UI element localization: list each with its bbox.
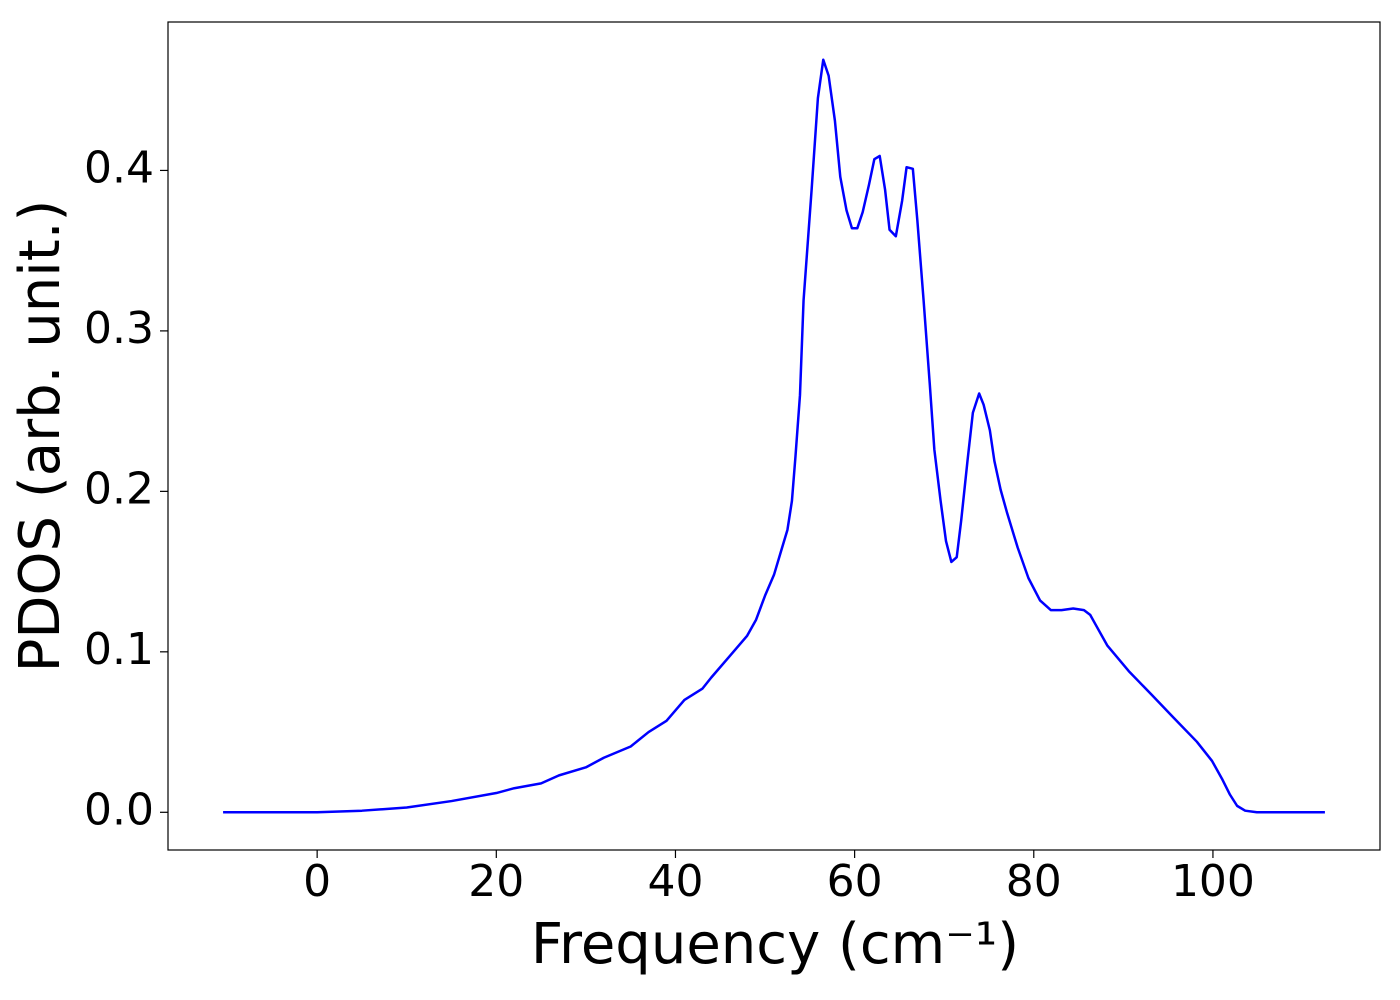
- x-tick-label: 40: [647, 856, 703, 907]
- y-tick-label: 0.1: [84, 624, 154, 675]
- x-tick-label: 100: [1171, 856, 1255, 907]
- data-line: [223, 58, 1325, 814]
- x-tick-label: 0: [303, 856, 331, 907]
- x-axis-label: Frequency (cm⁻¹): [531, 912, 1019, 977]
- y-axis-label: PDOS (arb. unit.): [8, 200, 73, 673]
- x-tick-label: 60: [827, 856, 883, 907]
- x-tick-label: 20: [468, 856, 524, 907]
- y-tick-label: 0.2: [84, 463, 154, 514]
- x-tick-label: 80: [1006, 856, 1062, 907]
- y-tick-label: 0.0: [84, 784, 154, 835]
- y-tick-label: 0.3: [84, 303, 154, 354]
- y-tick-label: 0.4: [84, 142, 154, 193]
- plot-frame: [167, 21, 1381, 851]
